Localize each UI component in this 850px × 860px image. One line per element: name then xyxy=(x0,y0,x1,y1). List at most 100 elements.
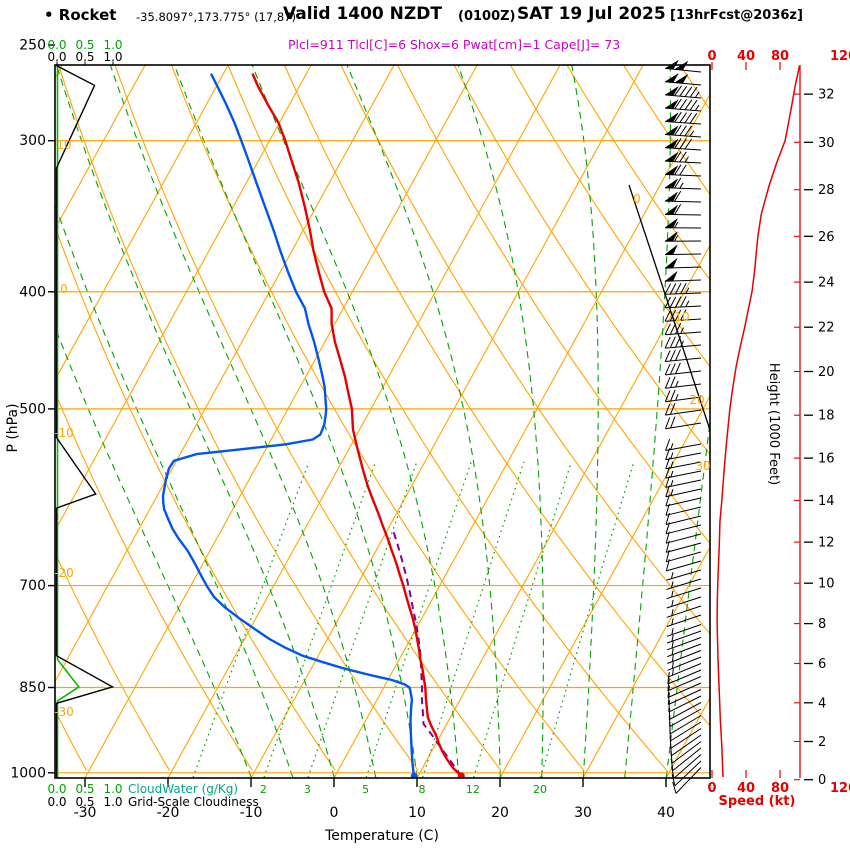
pressure-tick-label: 500 xyxy=(19,401,46,417)
barb-pennant xyxy=(664,191,678,202)
isotherm-line xyxy=(416,244,710,778)
barb-half-feather xyxy=(671,599,674,607)
wind-barb xyxy=(664,231,702,242)
temperature-tick-label: 20 xyxy=(491,805,509,821)
moist-adiabat-line xyxy=(624,65,672,778)
barb-staff xyxy=(667,682,702,698)
barb-feather xyxy=(665,485,670,497)
barb-staff xyxy=(665,396,702,403)
barb-half-feather xyxy=(680,327,684,334)
isotherm-line xyxy=(582,545,710,778)
barb-feather xyxy=(669,283,677,295)
moist-adiabat-line xyxy=(173,65,418,778)
barb-staff xyxy=(665,318,702,322)
barb-feather xyxy=(665,549,670,562)
cloudwater-scale-label: 1.0 xyxy=(103,782,122,796)
wind-barb xyxy=(666,587,702,600)
wind-barb xyxy=(664,376,702,389)
height-tick-label: 6 xyxy=(818,657,826,672)
barb-half-feather xyxy=(670,443,674,450)
barb-feather xyxy=(670,758,674,771)
barb-feather xyxy=(674,204,682,215)
wind-barb xyxy=(665,416,702,430)
isotherm-line xyxy=(333,93,710,778)
barb-feather xyxy=(671,773,676,786)
barb-feather xyxy=(664,296,671,309)
wind-barb xyxy=(671,760,702,787)
wind-barb xyxy=(666,569,702,581)
barb-feather xyxy=(664,377,671,389)
surface-temperature-dot xyxy=(457,772,465,778)
wind-barb xyxy=(664,309,702,322)
speed-panel: 0040408080120120Speed (kt) xyxy=(707,49,850,809)
dry-adiabat-line xyxy=(114,65,502,771)
dry-adiabat-line xyxy=(55,225,336,771)
speed-tick-label: 0 xyxy=(707,49,716,64)
wind-barb xyxy=(664,218,702,229)
height-tick-label: 4 xyxy=(818,696,826,711)
forecast-tag: [13hrFcst@2036z] xyxy=(670,8,803,23)
barb-feather xyxy=(674,151,682,162)
wind-barb xyxy=(664,111,702,125)
pressure-tick-label: 850 xyxy=(19,680,46,696)
mixing-ratio-line xyxy=(422,461,525,778)
barb-feather xyxy=(664,363,671,376)
wind-barb xyxy=(664,190,702,203)
barb-feather xyxy=(667,685,670,698)
height-tick-label: 30 xyxy=(818,136,835,151)
barb-half-feather xyxy=(685,300,690,308)
barb-half-feather xyxy=(671,655,674,662)
barb-pennant xyxy=(664,244,678,255)
barb-feather xyxy=(684,99,693,110)
barb-half-feather xyxy=(671,634,674,642)
height-tick-label: 20 xyxy=(818,365,835,380)
barb-feather xyxy=(684,112,693,124)
wind-barb xyxy=(665,485,702,498)
wind-barb xyxy=(665,531,702,544)
barb-half-feather xyxy=(675,394,679,401)
wind-barb xyxy=(668,695,702,713)
moist-adiabat-line xyxy=(109,65,377,778)
height-tick-label: 16 xyxy=(818,452,835,467)
barb-staff xyxy=(674,760,702,787)
barb-feather xyxy=(674,124,682,136)
barb-half-feather xyxy=(694,91,700,98)
isotherm-label: 10 xyxy=(674,310,689,324)
barb-pennant xyxy=(664,138,679,149)
cloudwater-scale-label: 1.0 xyxy=(103,38,122,52)
barb-pennant xyxy=(664,231,678,242)
barb-staff xyxy=(665,479,702,488)
wind-barb xyxy=(664,124,702,138)
barb-feather xyxy=(667,692,670,705)
barb-feather xyxy=(684,86,693,97)
barb-staff xyxy=(665,515,702,525)
wind-barb xyxy=(664,403,702,416)
barb-feather xyxy=(679,86,688,97)
barb-staff xyxy=(671,741,702,764)
barb-pennant xyxy=(664,86,679,96)
temperature-curve xyxy=(251,73,463,777)
wind-barb xyxy=(667,650,702,664)
barb-pennant xyxy=(664,178,678,189)
wind-barb xyxy=(665,549,702,563)
moist-adiabat-line xyxy=(55,65,335,778)
wind-barb xyxy=(665,512,702,525)
height-tick-label: 12 xyxy=(818,536,835,551)
barb-feather xyxy=(674,177,682,189)
height-tick-label: 22 xyxy=(818,321,835,336)
barb-feather xyxy=(689,113,698,124)
wind-barb xyxy=(667,676,702,692)
pressure-axis: 250 300 400 500 700 850 1000 P (hPa) xyxy=(5,38,55,781)
barb-feather xyxy=(675,362,681,374)
barb-feather xyxy=(679,138,687,149)
barb-staff xyxy=(669,702,702,721)
barb-feather xyxy=(664,350,671,362)
wind-barb xyxy=(665,503,702,516)
barb-half-feather xyxy=(670,470,674,478)
cloudiness-scale-label: 0.0 xyxy=(47,50,66,64)
barb-pennant xyxy=(664,205,678,215)
dry-adiabat-line xyxy=(397,65,710,545)
barb-feather xyxy=(675,336,682,348)
barb-feather xyxy=(689,86,698,98)
barb-staff xyxy=(666,614,702,627)
